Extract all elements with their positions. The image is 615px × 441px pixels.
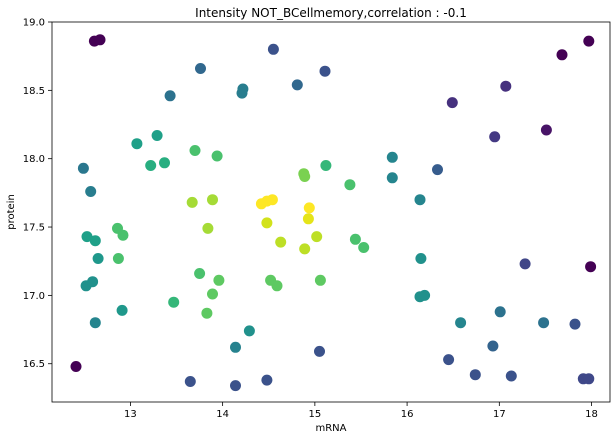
data-point [89, 235, 101, 247]
data-point [538, 317, 550, 329]
data-point [164, 90, 176, 102]
x-tick-label: 17 [493, 409, 506, 420]
x-tick-label: 15 [308, 409, 321, 420]
x-tick-label: 18 [585, 409, 598, 420]
data-point [117, 229, 129, 241]
data-point [446, 97, 458, 109]
y-tick-label: 17.5 [23, 223, 45, 234]
data-point [414, 194, 426, 206]
data-point [299, 243, 311, 255]
data-point [386, 172, 398, 184]
data-point [159, 157, 170, 169]
data-point [299, 171, 311, 182]
data-point [569, 318, 581, 330]
data-point [92, 253, 104, 264]
data-point [556, 49, 568, 61]
data-point [89, 317, 101, 329]
data-point [237, 83, 249, 95]
data-point [415, 253, 427, 264]
data-point [275, 236, 287, 248]
data-point [213, 274, 225, 286]
data-point [207, 288, 218, 300]
data-point [87, 276, 99, 288]
data-point [314, 345, 325, 357]
data-point [77, 162, 89, 174]
data-point [487, 340, 499, 352]
data-point [311, 231, 323, 243]
data-point [112, 253, 124, 264]
plot-frame [51, 21, 611, 403]
data-point [151, 130, 163, 141]
data-point [201, 307, 213, 319]
y-tick-label: 19.0 [23, 18, 45, 29]
y-axis-title: protein [6, 194, 17, 230]
data-point [585, 261, 597, 273]
data-point [131, 138, 143, 150]
data-point [583, 373, 595, 385]
data-point [358, 242, 370, 253]
data-point [81, 231, 93, 243]
data-point [344, 179, 356, 191]
data-point [230, 380, 241, 392]
data-point [443, 354, 455, 366]
data-point [189, 145, 201, 156]
data-point [195, 63, 206, 74]
data-point [291, 79, 303, 91]
data-point [500, 80, 512, 92]
data-point [494, 306, 506, 318]
data-point [419, 289, 431, 301]
y-tick-label: 17.0 [23, 291, 45, 302]
data-point [519, 258, 531, 270]
x-tick-label: 13 [124, 409, 137, 420]
data-point [303, 202, 315, 214]
data-point [186, 196, 198, 208]
x-axis-title: mRNA [315, 423, 346, 434]
data-point [455, 317, 467, 329]
data-point [70, 361, 82, 372]
data-point [302, 213, 314, 225]
data-point [202, 222, 214, 234]
data-point [319, 65, 331, 77]
data-point [261, 217, 273, 229]
data-point [207, 194, 218, 206]
data-point [85, 186, 97, 197]
y-tick-label: 18.0 [23, 154, 45, 165]
x-tick-label: 14 [216, 409, 229, 420]
data-point [489, 131, 501, 143]
data-point [230, 341, 241, 353]
data-point [145, 160, 157, 171]
data-point [243, 325, 255, 337]
data-point [469, 369, 481, 381]
data-point [314, 274, 326, 286]
data-point [386, 151, 398, 163]
data-point [261, 374, 273, 386]
data-point [349, 233, 361, 245]
data-point [271, 280, 283, 292]
data-point [505, 370, 517, 382]
data-point [583, 35, 595, 47]
points-layer [70, 34, 597, 392]
data-point [116, 304, 128, 316]
data-point [266, 194, 278, 206]
data-point [194, 268, 206, 279]
x-axis: 13 14 15 16 17 18 [124, 402, 598, 420]
data-point [432, 164, 443, 176]
data-point [94, 34, 106, 46]
y-tick-label: 16.5 [23, 359, 45, 370]
data-point [211, 150, 223, 162]
data-point [267, 43, 279, 55]
data-point [320, 160, 332, 171]
chart-title: Intensity NOT_BCellmemory,correlation : … [195, 6, 467, 20]
data-point [184, 376, 196, 387]
data-point [540, 124, 552, 136]
y-tick-label: 18.5 [23, 86, 45, 97]
data-point [168, 296, 180, 308]
y-axis: 16.5 17.0 17.5 18.0 18.5 19.0 [23, 18, 52, 370]
x-tick-label: 16 [401, 409, 414, 420]
